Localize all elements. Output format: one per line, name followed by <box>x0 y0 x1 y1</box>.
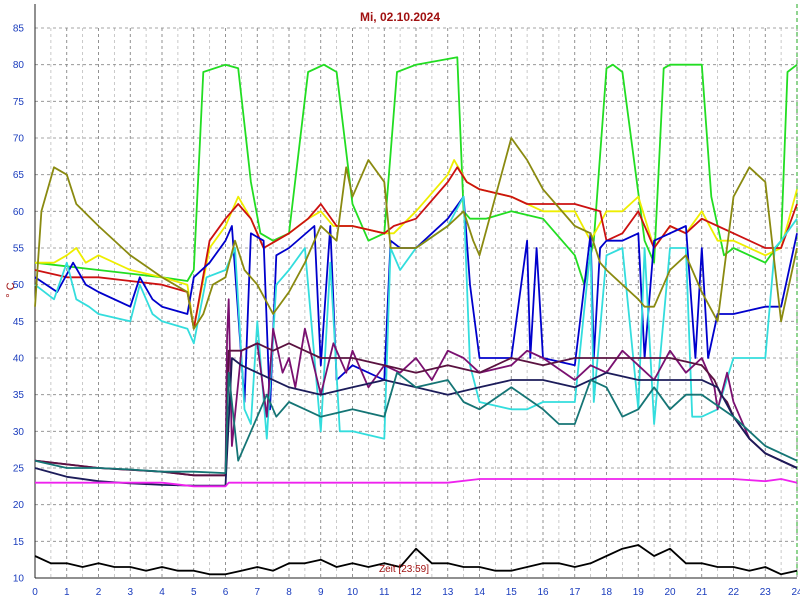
x-tick-label: 18 <box>601 587 613 598</box>
series-line <box>34 137 798 330</box>
y-tick-label: 50 <box>13 280 25 291</box>
x-tick-label: 22 <box>728 587 740 598</box>
y-tick-label: 25 <box>13 464 25 475</box>
x-tick-label: 24 <box>791 587 800 598</box>
x-tick-label: 6 <box>223 587 229 598</box>
y-axis-label: ° C <box>5 282 17 297</box>
y-tick-label: 60 <box>13 207 25 218</box>
x-tick-label: 9 <box>318 587 324 598</box>
x-tick-label: 16 <box>537 587 549 598</box>
y-tick-label: 20 <box>13 500 25 511</box>
y-tick-label: 45 <box>13 317 25 328</box>
x-tick-label: 3 <box>127 587 133 598</box>
y-tick-label: 30 <box>13 427 25 438</box>
series-line <box>34 544 798 576</box>
chart-grid <box>34 27 798 579</box>
series-line <box>34 56 798 286</box>
x-tick-label: 15 <box>506 587 518 598</box>
x-tick-label: 0 <box>32 587 38 598</box>
tick-labels: 0 1 2 3 4 5 6 7 8 9 10 11 12 13 14 15 16 17 18 19 20 21 22 23 24… <box>13 24 800 599</box>
x-tick-label: 12 <box>410 587 422 598</box>
y-tick-label: 65 <box>13 170 25 181</box>
x-tick-label: 5 <box>191 587 197 598</box>
y-tick-label: 35 <box>13 390 25 401</box>
series-line <box>34 298 798 477</box>
y-tick-label: 80 <box>13 60 25 71</box>
chart-title: Mi, 02.10.2024 <box>360 10 440 24</box>
x-tick-label: 1 <box>64 587 70 598</box>
x-tick-label: 19 <box>633 587 645 598</box>
x-tick-label: 2 <box>96 587 102 598</box>
x-tick-label: 4 <box>159 587 165 598</box>
y-tick-label: 70 <box>13 134 25 145</box>
series-line <box>34 195 798 440</box>
y-tick-label: 75 <box>13 97 25 108</box>
y-tick-label: 55 <box>13 244 25 255</box>
x-tick-label: 14 <box>474 587 486 598</box>
series-line <box>34 371 798 475</box>
y-tick-label: 10 <box>13 574 25 585</box>
y-tick-label: 15 <box>13 537 25 548</box>
x-tick-label: 13 <box>442 587 454 598</box>
series-lines <box>34 56 798 576</box>
time-annotation: Zeit [23:59] <box>379 564 429 575</box>
y-tick-label: 40 <box>13 354 25 365</box>
x-tick-label: 21 <box>696 587 708 598</box>
x-tick-label: 11 <box>379 587 390 598</box>
y-tick-label: 85 <box>13 24 25 35</box>
x-tick-label: 10 <box>347 587 359 598</box>
x-tick-label: 7 <box>254 587 260 598</box>
x-tick-label: 23 <box>760 587 772 598</box>
series-line <box>35 478 798 488</box>
series-line <box>34 166 798 330</box>
x-tick-label: 17 <box>569 587 581 598</box>
x-tick-label: 20 <box>664 587 676 598</box>
x-tick-label: 8 <box>286 587 292 598</box>
